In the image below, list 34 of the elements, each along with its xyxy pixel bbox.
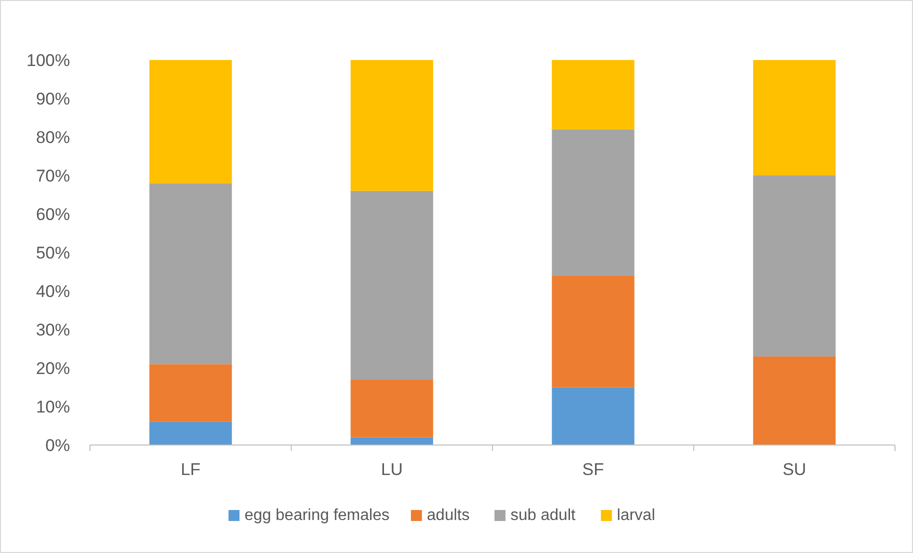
y-tick-label: 40%: [36, 282, 70, 301]
bar: [753, 356, 836, 445]
bar: [552, 60, 634, 130]
y-tick-label: 10%: [36, 397, 70, 416]
x-tick-label: SF: [582, 460, 604, 479]
bar: [149, 183, 232, 364]
y-tick-label: 50%: [36, 243, 70, 262]
x-tick-label: LU: [381, 460, 403, 479]
y-tick-label: 30%: [36, 320, 70, 340]
bar: [350, 437, 434, 445]
bar: [149, 364, 232, 422]
legend-label: egg bearing females: [244, 507, 390, 524]
bar: [149, 60, 232, 184]
bar: [552, 129, 634, 276]
y-tick-label: 70%: [36, 166, 70, 186]
bar: [552, 276, 634, 388]
y-tick-label: 80%: [36, 128, 70, 147]
bar: [149, 422, 232, 445]
x-tick-label: SU: [782, 460, 806, 479]
legend-label: sub adult: [510, 507, 576, 524]
bar: [753, 60, 836, 176]
legend-label: larval: [616, 507, 656, 524]
bar: [350, 380, 434, 438]
legend-label: adults: [426, 507, 470, 524]
y-tick-label: 60%: [36, 204, 70, 224]
x-tick-label: LF: [180, 460, 201, 479]
bar: [552, 387, 634, 445]
y-tick-label: 90%: [36, 89, 70, 108]
bar: [350, 190, 434, 380]
bar: [753, 176, 836, 356]
y-tick-label: 0%: [45, 436, 70, 455]
bar: [350, 60, 434, 191]
y-tick-label: 100%: [26, 50, 70, 70]
y-tick-label: 20%: [36, 358, 70, 378]
